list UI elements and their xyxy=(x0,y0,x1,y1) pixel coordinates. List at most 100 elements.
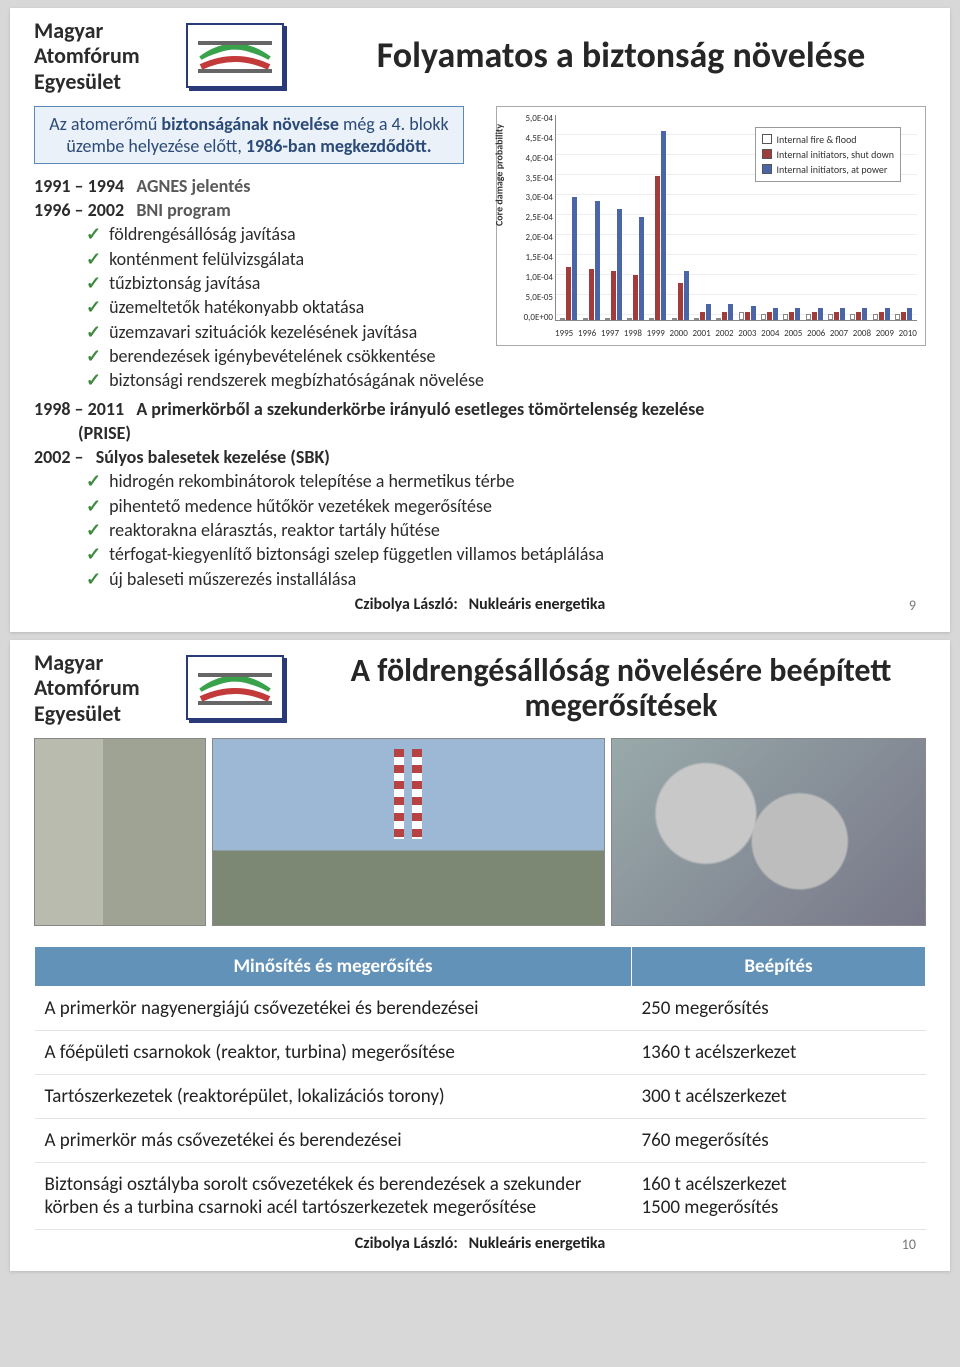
slide1-top-row: Az atomerőmű biztonságának növelése még … xyxy=(34,106,926,393)
prog-1: AGNES jelentés xyxy=(136,175,250,197)
intro-bold: biztonságának növelése xyxy=(161,113,343,135)
ytick-label: 4,0E-04 xyxy=(515,153,553,164)
bar-shut xyxy=(834,312,839,320)
xtick-label: 2010 xyxy=(899,328,917,339)
bar-shut xyxy=(655,176,660,320)
page-num-2: 10 xyxy=(902,1236,916,1253)
bar-atpower xyxy=(751,306,756,320)
footer-author-2: Czibolya László: xyxy=(355,1234,458,1253)
photo-building xyxy=(212,738,605,926)
ytick-label: 2,5E-04 xyxy=(515,212,553,223)
sbk-item: pihentető medence hűtőkör vezetékek mege… xyxy=(86,494,926,518)
ytick-label: 1,0E-04 xyxy=(515,272,553,283)
chart-ylabel: Core damage probability xyxy=(493,124,506,226)
bar-fire xyxy=(783,314,788,320)
chart-yticks: 5,0E-044,5E-044,0E-043,5E-043,0E-042,5E-… xyxy=(515,113,553,323)
legend-label: Internal initiators, at power xyxy=(776,162,887,177)
bar-group xyxy=(560,115,578,320)
bar-group xyxy=(649,115,667,320)
slide1-title: Folyamatos a biztonság növelése xyxy=(316,36,926,76)
th-value: Beépítés xyxy=(631,946,925,986)
core-damage-chart: Core damage probability 5,0E-044,5E-044,… xyxy=(496,106,926,346)
bni-item: tűzbiztonság javítása xyxy=(86,271,484,295)
bar-group xyxy=(694,115,712,320)
bar-fire xyxy=(739,312,744,320)
bar-atpower xyxy=(617,209,622,320)
chart-xticks: 1995199619971998199920002001200220032004… xyxy=(555,328,917,339)
intro-box: Az atomerőmű biztonságának növelése még … xyxy=(34,106,464,164)
slide2-footer: Czibolya László: Nukleáris energetika 10 xyxy=(34,1234,926,1253)
bar-shut xyxy=(566,267,571,320)
bar-shut xyxy=(589,269,594,320)
timeline-block-2: 1998 – 2011 A primerkörből a szekunderkö… xyxy=(34,397,926,591)
cell-category: A primerkör nagyenergiájú csővezetékei é… xyxy=(35,986,632,1030)
sbk-item: térfogat-kiegyenlítő biztonsági szelep f… xyxy=(86,542,926,566)
bar-fire xyxy=(583,318,588,320)
chart-legend: Internal fire & floodInternal initiators… xyxy=(755,127,901,182)
org-logo xyxy=(186,23,284,88)
legend-swatch xyxy=(762,164,772,174)
photo-strip xyxy=(34,738,926,926)
bar-group xyxy=(583,115,601,320)
bar-shut xyxy=(722,312,727,320)
bar-shut xyxy=(789,312,794,320)
reinforcement-table: Minősítés és megerősítés Beépítés A prim… xyxy=(34,946,926,1230)
table-row: A főépületi csarnokok (reaktor, turbina)… xyxy=(35,1030,926,1074)
cell-category: A primerkör más csővezetékei és berendez… xyxy=(35,1118,632,1162)
bar-group xyxy=(672,115,690,320)
bar-shut xyxy=(879,312,884,320)
bni-item: biztonsági rendszerek megbízhatóságának … xyxy=(86,368,484,392)
photo-cabinet xyxy=(34,738,206,926)
bar-group xyxy=(627,115,645,320)
bar-shut xyxy=(901,312,906,320)
timeline-block-1: 1991 – 1994 AGNES jelentés 1996 – 2002 B… xyxy=(34,174,484,393)
bar-atpower xyxy=(639,217,644,320)
bar-group xyxy=(605,115,623,320)
bar-atpower xyxy=(907,308,912,320)
cell-category: Tartószerkezetek (reaktorépület, lokaliz… xyxy=(35,1074,632,1118)
sbk-item: új baleseti műszerezés installálása xyxy=(86,567,926,591)
timeline-row-prise: 1998 – 2011 A primerkörből a szekunderkö… xyxy=(34,397,926,421)
ytick-label: 0,0E+00 xyxy=(515,312,553,323)
legend-row: Internal initiators, shut down xyxy=(762,147,894,162)
bar-shut xyxy=(633,275,638,320)
ytick-label: 5,0E-05 xyxy=(515,292,553,303)
bni-item: földrengésállóság javítása xyxy=(86,222,484,246)
sbk-item: reaktorakna elárasztás, reaktor tartály … xyxy=(86,518,926,542)
ytick-label: 1,5E-04 xyxy=(515,252,553,263)
bar-atpower xyxy=(595,201,600,320)
xtick-label: 2000 xyxy=(670,328,688,339)
slide1-header: Magyar Atomfórum Egyesület Folyamatos a … xyxy=(34,18,926,94)
bar-atpower xyxy=(706,304,711,320)
page-num-1: 9 xyxy=(909,597,916,614)
slide2-header: Magyar Atomfórum Egyesület A földrengésá… xyxy=(34,650,926,726)
timeline-row-sbk: 2002 – Súlyos balesetek kezelése (SBK) xyxy=(34,445,926,469)
intro-bold2: 1986-ban megkezdődött. xyxy=(246,135,432,157)
xtick-label: 2005 xyxy=(784,328,802,339)
prise-sub: (PRISE) xyxy=(78,421,926,445)
chart-plot-area: Internal fire & floodInternal initiators… xyxy=(555,115,917,321)
period-1: 1991 – 1994 xyxy=(34,175,124,197)
cell-category: Biztonsági osztályba sorolt csővezetékek… xyxy=(35,1162,632,1229)
bar-fire xyxy=(850,314,855,320)
xtick-label: 1999 xyxy=(647,328,665,339)
sbk-list: hidrogén rekombinátorok telepítése a her… xyxy=(86,469,926,590)
footer-title-2: Nukleáris energetika xyxy=(469,1234,606,1253)
org-line1: Magyar xyxy=(34,17,103,44)
bar-shut xyxy=(856,312,861,320)
org-line3-2: Egyesület xyxy=(34,700,121,727)
org-line1-2: Magyar xyxy=(34,649,103,676)
cell-value: 160 t acélszerkezet 1500 megerősítés xyxy=(631,1162,925,1229)
bar-atpower xyxy=(818,308,823,320)
sbk-item: hidrogén rekombinátorok telepítése a her… xyxy=(86,469,926,493)
bar-fire xyxy=(761,314,766,320)
bar-shut xyxy=(611,271,616,320)
bar-atpower xyxy=(728,304,733,320)
bar-shut xyxy=(745,312,750,320)
legend-row: Internal fire & flood xyxy=(762,132,894,147)
bar-fire xyxy=(694,318,699,320)
bar-atpower xyxy=(840,308,845,320)
bar-shut xyxy=(812,312,817,320)
org-logo-2 xyxy=(186,655,284,720)
bar-fire xyxy=(605,318,610,320)
